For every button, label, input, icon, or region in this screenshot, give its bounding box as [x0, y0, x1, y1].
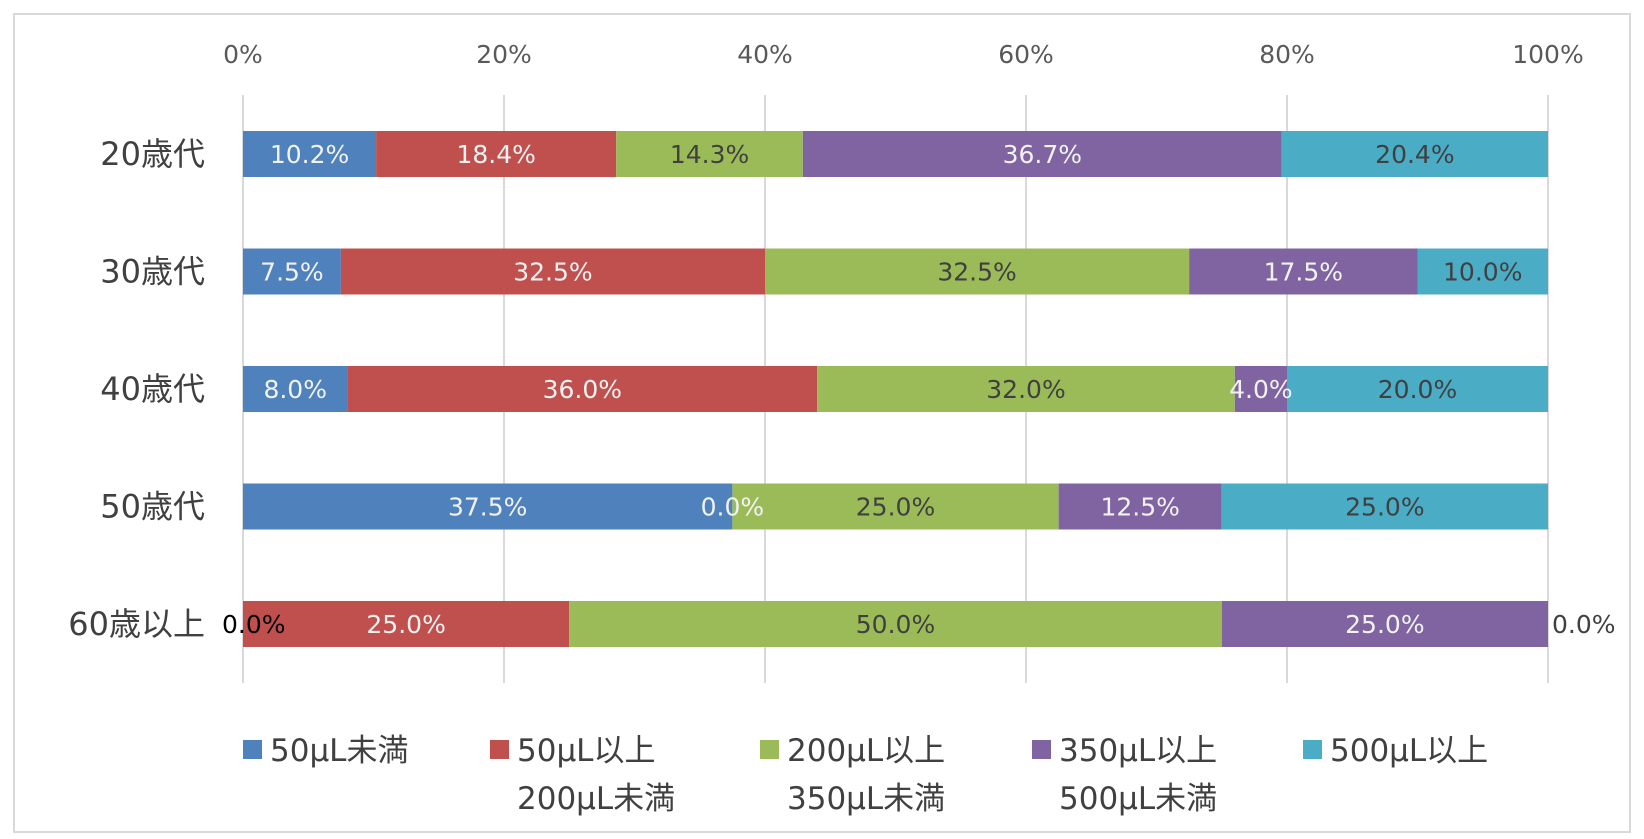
bar-segment: [569, 601, 1222, 647]
bar-segment: [1417, 248, 1548, 295]
data-label: 4.0%: [1229, 375, 1293, 404]
data-label: 0.0%: [1552, 610, 1616, 639]
data-label: 7.5%: [260, 258, 324, 287]
legend-swatch: [1303, 740, 1322, 759]
legend-label: 50μL未満: [270, 733, 408, 769]
data-label: 36.7%: [1003, 140, 1082, 169]
x-tick-label: 0%: [223, 40, 263, 69]
bar-segment: [1281, 131, 1548, 177]
data-label: 17.5%: [1264, 258, 1343, 287]
data-label: 25.0%: [856, 493, 935, 522]
bar-segment: [243, 601, 570, 647]
data-label: 14.3%: [670, 140, 749, 169]
category-label: 40歳代: [100, 370, 205, 408]
data-label: 32.0%: [986, 375, 1065, 404]
data-label: 10.2%: [270, 140, 349, 169]
data-label: 32.5%: [937, 258, 1016, 287]
x-tick-labels: 0% 20% 40% 60% 80% 100%: [223, 40, 1584, 69]
x-tick-label: 20%: [476, 40, 532, 69]
bar-segment: [616, 131, 803, 177]
bars: [243, 131, 1548, 647]
data-label: 32.5%: [513, 258, 592, 287]
bar-segment: [347, 366, 818, 412]
chart-frame: [13, 13, 1631, 833]
x-tick-label: 100%: [1512, 40, 1583, 69]
bar-segment: [1221, 601, 1548, 647]
data-label: 0.0%: [701, 493, 765, 522]
bar-segment: [1221, 483, 1548, 530]
bar-segment: [1189, 248, 1418, 295]
bar-segment: [243, 483, 733, 530]
bar-segment: [340, 248, 765, 295]
bar-segment: [1287, 366, 1548, 412]
bar-segment: [376, 131, 617, 177]
bar-segment: [765, 248, 1190, 295]
gridlines: [242, 95, 1549, 683]
legend-swatch: [490, 740, 509, 759]
bar-segment: [1058, 483, 1222, 530]
legend-swatch: [760, 740, 779, 759]
legend-swatch: [1032, 740, 1051, 759]
legend-label: 350μL以上: [1059, 733, 1217, 769]
category-label: 50歳代: [100, 488, 205, 526]
data-label: 12.5%: [1100, 493, 1179, 522]
bar-segment: [802, 131, 1282, 177]
bar-segment: [243, 131, 377, 177]
category-label: 30歳代: [100, 253, 205, 291]
legend-label: 350μL未満: [787, 781, 945, 817]
legend-label: 200μL未満: [517, 781, 675, 817]
legend-label: 200μL以上: [787, 733, 945, 769]
data-label: 25.0%: [366, 610, 445, 639]
bar-segment: [732, 483, 1059, 530]
legend-swatch: [243, 740, 262, 759]
data-label: 20.4%: [1375, 140, 1454, 169]
legend-label: 500μL未満: [1059, 781, 1217, 817]
data-label: 25.0%: [1345, 493, 1424, 522]
legend: 50μL未満 50μL以上 200μL未満 200μL以上 350μL未満 350μL以上…: [243, 733, 1488, 817]
x-tick-label: 60%: [998, 40, 1054, 69]
category-label: 20歳代: [100, 135, 205, 173]
data-label: 0.0%: [222, 610, 286, 639]
data-labels: 10.2% 18.4% 14.3% 36.7% 20.4% 7.5% 32.5% 32.5% 1…: [222, 140, 1616, 639]
bar-segment: [1234, 366, 1287, 412]
legend-label: 50μL以上: [517, 733, 655, 769]
bar-segment: [817, 366, 1235, 412]
data-label: 18.4%: [456, 140, 535, 169]
category-label: 60歳以上: [68, 605, 205, 643]
data-label: 36.0%: [543, 375, 622, 404]
data-label: 25.0%: [1345, 610, 1424, 639]
bar-segment: [243, 366, 348, 412]
data-label: 10.0%: [1443, 258, 1522, 287]
x-tick-label: 40%: [737, 40, 793, 69]
bar-segment: [243, 248, 341, 295]
legend-label: 500μL以上: [1330, 733, 1488, 769]
data-label: 20.0%: [1378, 375, 1457, 404]
category-labels: 20歳代 30歳代 40歳代 50歳代 60歳以上: [68, 135, 205, 643]
data-label: 8.0%: [263, 375, 327, 404]
data-label: 50.0%: [856, 610, 935, 639]
x-tick-label: 80%: [1259, 40, 1315, 69]
data-label: 37.5%: [448, 493, 527, 522]
